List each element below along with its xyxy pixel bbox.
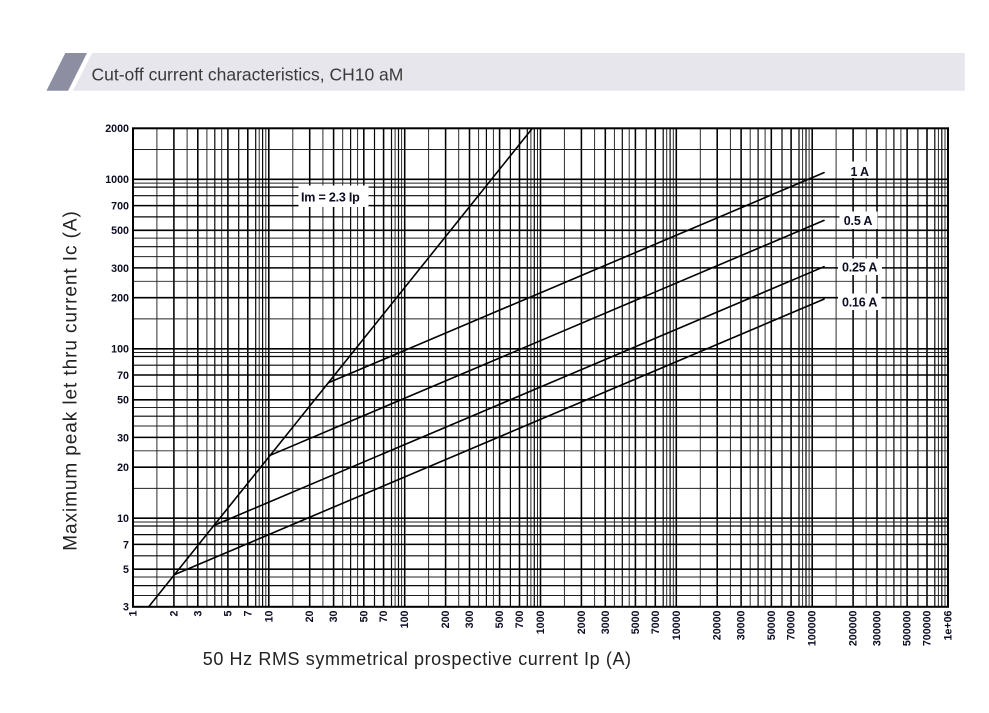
svg-text:3000: 3000: [600, 610, 612, 634]
svg-text:2000: 2000: [105, 123, 129, 135]
svg-text:1000: 1000: [535, 610, 547, 634]
svg-text:10000: 10000: [671, 610, 683, 640]
svg-text:7: 7: [242, 610, 254, 616]
svg-text:100000: 100000: [807, 610, 819, 646]
svg-text:0.16 A: 0.16 A: [842, 296, 877, 310]
svg-text:200: 200: [440, 610, 452, 628]
svg-text:0.25 A: 0.25 A: [842, 261, 877, 275]
svg-text:Im = 2.3 Ip: Im = 2.3 Ip: [301, 191, 360, 205]
svg-text:50: 50: [358, 610, 370, 622]
svg-text:100: 100: [111, 344, 129, 356]
svg-text:10: 10: [117, 513, 129, 525]
svg-text:100: 100: [399, 610, 411, 628]
svg-text:5000: 5000: [630, 610, 642, 634]
svg-text:1000: 1000: [105, 174, 129, 186]
svg-text:7: 7: [123, 539, 129, 551]
svg-text:700: 700: [514, 610, 526, 628]
svg-text:5: 5: [222, 610, 234, 616]
svg-text:20: 20: [304, 610, 316, 622]
svg-text:70: 70: [117, 370, 129, 382]
svg-text:30: 30: [117, 432, 129, 444]
svg-text:300: 300: [111, 263, 129, 275]
svg-text:10: 10: [263, 610, 275, 622]
svg-text:700000: 700000: [922, 610, 934, 646]
svg-text:Cut-off current characteristic: Cut-off current characteristics, CH10 aM: [92, 64, 404, 84]
svg-text:5: 5: [123, 564, 129, 576]
svg-text:1e+06: 1e+06: [943, 610, 955, 640]
svg-text:50 Hz RMS symmetrical prospect: 50 Hz RMS symmetrical prospective curren…: [203, 649, 632, 669]
svg-text:200000: 200000: [848, 610, 860, 646]
svg-text:300: 300: [464, 610, 476, 628]
svg-text:3: 3: [123, 602, 129, 614]
svg-text:30000: 30000: [736, 610, 748, 640]
svg-text:70: 70: [378, 610, 390, 622]
svg-text:1 A: 1 A: [851, 165, 870, 179]
svg-text:3: 3: [192, 610, 204, 616]
svg-text:30: 30: [328, 610, 340, 622]
svg-text:70000: 70000: [786, 610, 798, 640]
svg-text:20: 20: [117, 462, 129, 474]
svg-text:2000: 2000: [576, 610, 588, 634]
svg-text:500: 500: [494, 610, 506, 628]
svg-text:500000: 500000: [902, 610, 914, 646]
svg-text:300000: 300000: [872, 610, 884, 646]
svg-text:Maximum peak let thru current: Maximum peak let thru current Ic (A): [60, 210, 81, 550]
svg-text:2: 2: [168, 610, 180, 616]
svg-text:7000: 7000: [650, 610, 662, 634]
svg-text:200: 200: [111, 293, 129, 305]
svg-text:1: 1: [128, 610, 140, 616]
svg-text:50: 50: [117, 395, 129, 407]
svg-text:0.5 A: 0.5 A: [844, 214, 873, 228]
svg-text:700: 700: [111, 201, 129, 213]
svg-text:500: 500: [111, 225, 129, 237]
svg-text:20000: 20000: [712, 610, 724, 640]
svg-text:50000: 50000: [766, 610, 778, 640]
